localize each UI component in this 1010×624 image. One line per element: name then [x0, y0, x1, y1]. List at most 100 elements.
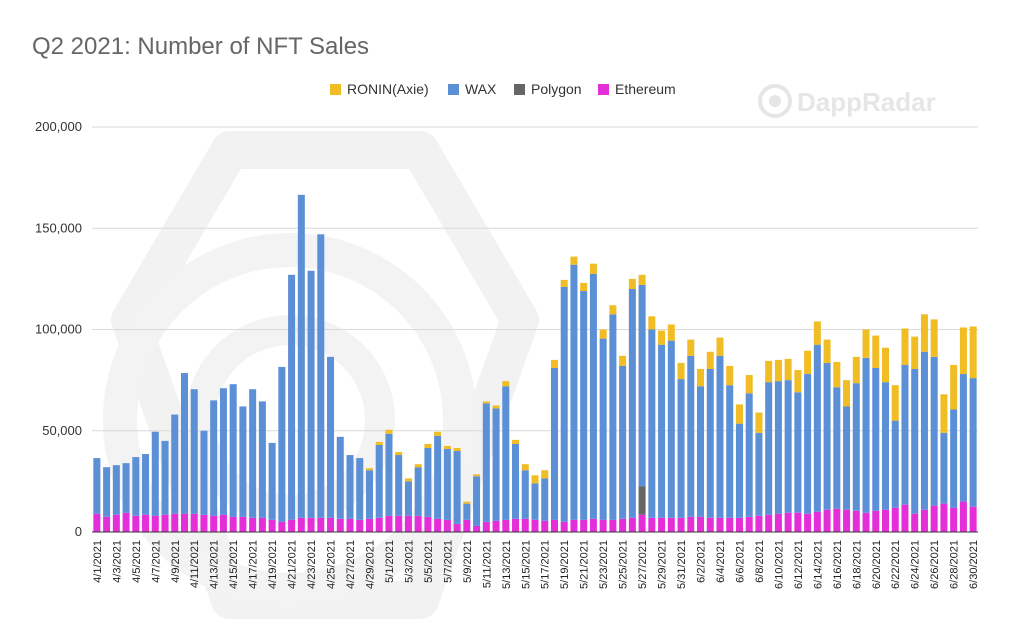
bar-segment-ronin-axie — [735, 404, 743, 424]
bar-segment-wax — [677, 379, 685, 518]
bar-segment-wax — [434, 435, 442, 519]
bar-segment-ronin-axie — [385, 429, 393, 434]
x-axis-ticks: 4/1/2021 4/3/2021 4/5/2021 4/7/2021 4/9/2021… — [92, 540, 980, 589]
bar-segment-ethereum — [570, 519, 578, 532]
bar-segment-ronin-axie — [404, 478, 412, 482]
bar-segment-wax — [911, 368, 919, 514]
y-tick-label: 50,000 — [42, 423, 82, 438]
bar-segment-wax — [735, 423, 743, 518]
bar-segment-wax — [122, 463, 130, 513]
x-tick-label: 5/17/2021 — [540, 540, 552, 589]
chart-title: Q2 2021: Number of NFT Sales — [32, 33, 369, 60]
x-tick-label: 4/7/2021 — [150, 540, 162, 583]
bar-segment-ronin-axie — [911, 336, 919, 369]
bar-segment-wax — [258, 401, 266, 518]
bar-segment-ethereum — [959, 501, 967, 533]
bar-segment-ronin-axie — [648, 316, 656, 330]
bar-segment-wax — [93, 458, 101, 514]
x-tick-label: 4/19/2021 — [267, 540, 279, 589]
bar-segment-wax — [482, 403, 490, 522]
watermark-brand: DappRadar — [797, 87, 936, 117]
bar-segment-wax — [453, 451, 461, 524]
bar-segment-wax — [872, 367, 880, 511]
x-tick-label: 5/19/2021 — [559, 540, 571, 589]
bar-segment-ronin-axie — [950, 364, 958, 410]
bar-segment-ethereum — [463, 519, 471, 532]
bar-segment-ronin-axie — [716, 337, 724, 356]
bar-segment-wax — [502, 386, 510, 520]
bar-segment-wax — [804, 374, 812, 514]
bar-segment-wax — [667, 340, 675, 518]
x-tick-label: 4/29/2021 — [364, 540, 376, 589]
bar-segment-ethereum — [697, 516, 705, 532]
bar-segment-ronin-axie — [843, 380, 851, 407]
bar-segment-ethereum — [297, 517, 305, 532]
bar-segment-ronin-axie — [502, 381, 510, 387]
bar-segment-ethereum — [706, 517, 714, 532]
bar-segment-wax — [239, 406, 247, 517]
bar-segment-wax — [687, 355, 695, 517]
x-tick-label: 5/27/2021 — [637, 540, 649, 589]
bar-segment-ethereum — [765, 514, 773, 532]
bar-segment-wax — [132, 457, 140, 516]
bar-segment-ethereum — [180, 513, 188, 532]
bar-segment-ethereum — [103, 516, 111, 532]
bar-segment-wax — [268, 442, 276, 520]
bar-segment-wax — [648, 329, 656, 518]
bar-segment-ethereum — [473, 525, 481, 532]
x-tick-label: 4/11/2021 — [189, 540, 201, 588]
x-tick-label: 5/29/2021 — [657, 540, 669, 589]
bar-segment-wax — [745, 393, 753, 517]
bar-segment-ethereum — [882, 509, 890, 532]
bar-segment-ethereum — [112, 514, 120, 532]
bar-segment-ronin-axie — [453, 447, 461, 451]
bar-segment-ethereum — [268, 519, 276, 532]
x-tick-label: 6/28/2021 — [949, 540, 961, 589]
bar-segment-ethereum — [852, 510, 860, 532]
bar-segment-ethereum — [492, 520, 500, 532]
bar-segment-ethereum — [677, 517, 685, 532]
bar-segment-wax — [375, 444, 383, 518]
bar-segment-ronin-axie — [882, 347, 890, 383]
bar-segment-ethereum — [813, 511, 821, 532]
x-tick-label: 5/5/2021 — [423, 540, 435, 583]
bar-segment-wax — [609, 314, 617, 520]
bar-segment-ethereum — [375, 517, 383, 532]
bar-segment-ronin-axie — [833, 361, 841, 388]
bar-segment-ronin-axie — [521, 464, 529, 471]
bar-segment-ethereum — [521, 518, 529, 532]
x-tick-label: 4/13/2021 — [209, 540, 221, 589]
x-tick-label: 5/3/2021 — [403, 540, 415, 583]
x-tick-label: 6/10/2021 — [773, 540, 785, 589]
bar-segment-wax — [336, 436, 344, 519]
bar-segment-wax — [794, 392, 802, 513]
bar-segment-ronin-axie — [706, 351, 714, 369]
bar-segment-ethereum — [278, 521, 286, 533]
bar-segment-ethereum — [891, 507, 899, 532]
bar-segment-wax — [599, 338, 607, 520]
x-tick-label: 5/21/2021 — [579, 540, 591, 589]
bar-segment-ronin-axie — [901, 328, 909, 365]
bar-segment-ethereum — [531, 519, 539, 532]
bar-segment-wax — [891, 420, 899, 508]
bar-segment-wax — [112, 465, 120, 515]
bar-segment-ethereum — [161, 514, 169, 532]
x-tick-label: 5/23/2021 — [598, 540, 610, 589]
bar-segment-ronin-axie — [473, 474, 481, 477]
bar-segment-wax — [570, 264, 578, 520]
bar-segment-wax — [755, 432, 763, 516]
bar-segment-ethereum — [599, 519, 607, 532]
bar-segment-wax — [200, 430, 208, 515]
bar-segment-ronin-axie — [589, 263, 597, 274]
x-tick-label: 5/31/2021 — [676, 540, 688, 589]
bar-segment-ronin-axie — [667, 324, 675, 341]
bar-segment-wax — [726, 385, 734, 518]
bar-segment-wax — [843, 406, 851, 510]
bar-segment-ethereum — [755, 515, 763, 532]
bar-segment-wax — [589, 273, 597, 519]
bar-segment-ethereum — [745, 516, 753, 532]
bar-segment-ronin-axie — [628, 278, 636, 290]
bar-segment-ethereum — [482, 521, 490, 533]
bar-segment-wax — [492, 408, 500, 521]
bar-segment-ronin-axie — [482, 401, 490, 404]
